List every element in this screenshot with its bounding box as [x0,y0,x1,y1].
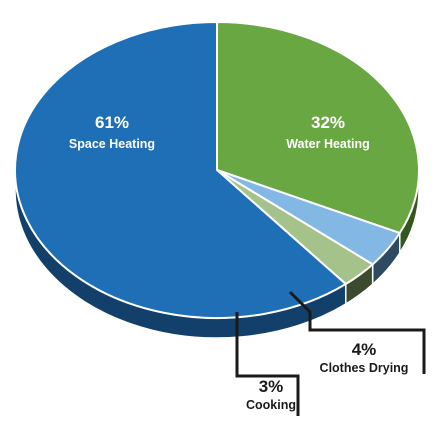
callout-clothes-drying [288,290,426,374]
value-label-cooking: 3% [259,377,284,396]
slice-space-heating [14,21,347,319]
value-label-clothes-drying: 4% [352,340,377,359]
name-label-clothes-drying: Clothes Drying [320,361,409,375]
callout-cooking [235,312,300,416]
callout-lines [235,290,426,416]
slice-labels: 61% Space Heating 32% Water Heating 4% Clothe… [69,113,409,412]
label-space-heating: 61% Space Heating [69,113,155,151]
label-water-heating: 32% Water Heating [286,113,370,151]
name-label-space-heating: Space Heating [69,137,155,151]
name-label-cooking: Cooking [246,398,296,412]
value-label-water-heating: 32% [311,113,345,132]
label-cooking: 3% Cooking [246,377,296,412]
value-label-space-heating: 61% [95,113,129,132]
name-label-water-heating: Water Heating [286,137,370,151]
slice-water-heating [216,21,420,235]
label-clothes-drying: 4% Clothes Drying [320,340,409,375]
pie-slices [14,21,420,319]
